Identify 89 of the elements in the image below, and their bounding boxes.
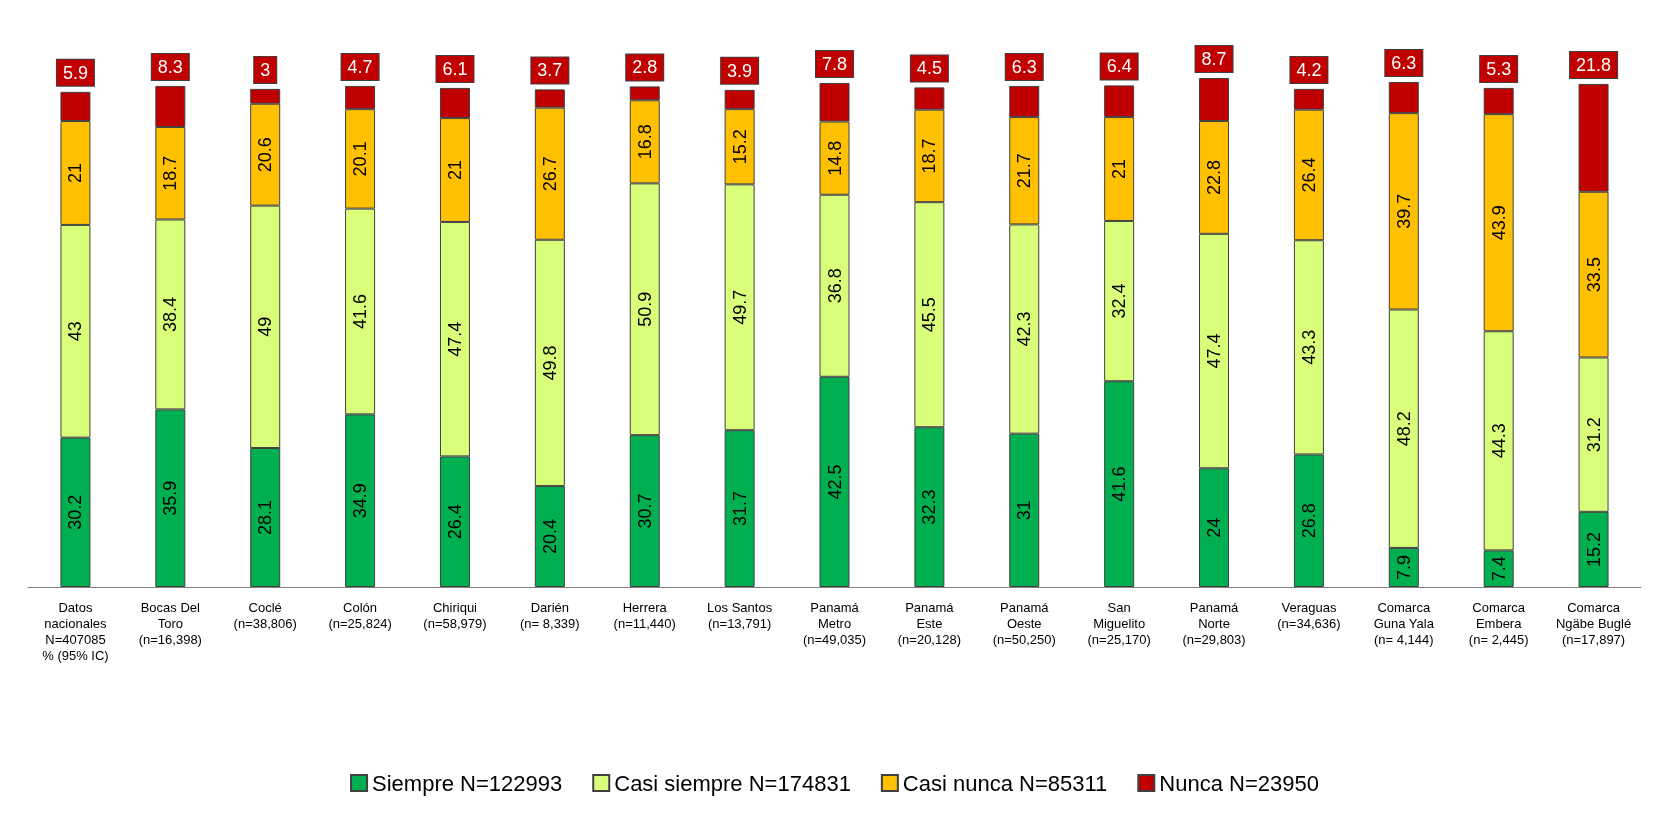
data-label: 30.2 bbox=[65, 494, 86, 530]
x-tick-label: Darién (n= 8,339) bbox=[520, 599, 580, 631]
data-label: 6.1 bbox=[442, 58, 468, 79]
data-label: 3 bbox=[260, 59, 271, 80]
x-tick-label: Colón (n=25,824) bbox=[328, 599, 392, 631]
x-tick-label: Los Santos (n=13,791) bbox=[707, 599, 773, 631]
data-label: 8.7 bbox=[1201, 49, 1227, 69]
data-label: 20.4 bbox=[539, 519, 560, 555]
data-label: 8.3 bbox=[157, 56, 183, 77]
legend-label: Siempre N=122993 bbox=[372, 770, 563, 796]
data-label: 4.5 bbox=[916, 58, 942, 79]
data-label: 26.8 bbox=[1298, 503, 1319, 539]
data-label: 5.3 bbox=[1486, 58, 1512, 79]
data-label: 47.4 bbox=[1204, 333, 1225, 369]
data-label: 26.4 bbox=[444, 504, 465, 540]
data-label: 3.7 bbox=[537, 60, 563, 81]
data-label: 6.3 bbox=[1011, 56, 1037, 77]
data-label: 31.2 bbox=[1583, 417, 1604, 453]
data-label: 43 bbox=[65, 321, 86, 342]
data-label: 49.8 bbox=[539, 345, 560, 381]
data-label: 43.3 bbox=[1298, 329, 1319, 365]
data-label: 7.9 bbox=[1393, 554, 1414, 580]
x-tick-label: Veraguas (n=34,636) bbox=[1277, 599, 1341, 631]
x-tick-label: Bocas Del Toro (n=16,398) bbox=[138, 599, 202, 647]
data-label: 21.7 bbox=[1014, 153, 1035, 189]
data-label: 14.8 bbox=[824, 140, 845, 176]
data-label: 24 bbox=[1204, 517, 1225, 538]
data-label: 28.1 bbox=[255, 499, 276, 536]
data-label: 4.2 bbox=[1296, 59, 1322, 80]
data-label: 7.4 bbox=[1488, 556, 1509, 582]
data-label: 21 bbox=[65, 162, 86, 183]
data-label: 21 bbox=[1109, 159, 1130, 180]
data-label: 47.4 bbox=[444, 321, 465, 357]
legend-label: Nunca N=23950 bbox=[1159, 770, 1319, 796]
data-label: 18.7 bbox=[160, 155, 181, 191]
data-label: 18.7 bbox=[919, 138, 940, 174]
data-label: 38.4 bbox=[160, 296, 181, 332]
data-label: 49 bbox=[255, 316, 276, 337]
data-label: 26.4 bbox=[1298, 157, 1319, 193]
data-label: 32.3 bbox=[919, 489, 940, 525]
data-label: 20.1 bbox=[350, 141, 371, 177]
data-label: 48.2 bbox=[1393, 411, 1414, 447]
data-label: 15.2 bbox=[1583, 531, 1604, 567]
data-label: 21.8 bbox=[1576, 54, 1612, 75]
x-tick-label: Chiriqui (n=58,979) bbox=[423, 599, 487, 631]
data-label: 4.7 bbox=[347, 56, 373, 77]
x-tick-label: Datos nacionales N=407085 % (95% IC) bbox=[42, 599, 109, 663]
x-tick-label: Panamá Oeste (n=50,250) bbox=[992, 599, 1056, 647]
legend-label: Casi nunca N=85311 bbox=[902, 770, 1108, 796]
x-tick-label: Panamá Metro (n=49,035) bbox=[802, 599, 867, 647]
data-label: 50.9 bbox=[634, 291, 655, 327]
data-label: 3.9 bbox=[727, 60, 753, 81]
data-label: 30.7 bbox=[634, 493, 655, 529]
data-label: 20.6 bbox=[255, 137, 276, 173]
data-label: 42.5 bbox=[824, 464, 845, 500]
data-label: 15.2 bbox=[729, 129, 750, 165]
data-label: 35.9 bbox=[160, 480, 181, 516]
x-tick-label: Herrera (n=11,440) bbox=[613, 599, 676, 631]
data-label: 5.9 bbox=[62, 62, 88, 83]
x-tick-label: Coclé (n=38,806) bbox=[233, 599, 297, 631]
data-label: 41.6 bbox=[1109, 466, 1130, 502]
x-tick-label: Comarca Embera (n= 2,445) bbox=[1468, 599, 1529, 647]
data-label: 45.5 bbox=[919, 297, 940, 333]
x-tick-label: Panamá Este (n=20,128) bbox=[897, 599, 962, 647]
x-tick-label: Panamá Norte (n=29,803) bbox=[1182, 599, 1246, 647]
data-label: 49.7 bbox=[729, 289, 750, 325]
data-label: 26.7 bbox=[539, 156, 560, 192]
data-label: 31.7 bbox=[729, 491, 750, 527]
data-label: 39.7 bbox=[1393, 193, 1414, 229]
data-label: 33.5 bbox=[1583, 257, 1604, 293]
x-tick-label: Comarca Guna Yala (n= 4,144) bbox=[1373, 599, 1435, 647]
data-label: 32.4 bbox=[1109, 283, 1130, 319]
data-label: 22.8 bbox=[1204, 159, 1225, 195]
x-tick-label: San Miguelito (n=25,170) bbox=[1087, 599, 1151, 647]
data-label: 41.6 bbox=[350, 293, 371, 329]
data-label: 31 bbox=[1014, 500, 1035, 521]
x-tick-label: Comarca Ngäbe Buglé (n=17,897) bbox=[1555, 599, 1632, 647]
data-label: 34.9 bbox=[350, 483, 371, 519]
data-label: 36.8 bbox=[824, 268, 845, 304]
data-label: 6.3 bbox=[1391, 52, 1417, 73]
data-label: 2.8 bbox=[632, 57, 658, 78]
data-label: 44.3 bbox=[1488, 423, 1509, 459]
data-label: 42.3 bbox=[1014, 311, 1035, 347]
data-label: 16.8 bbox=[634, 124, 655, 160]
data-label: 21 bbox=[444, 159, 465, 181]
legend-label: Casi siempre N=174831 bbox=[614, 770, 851, 796]
data-label: 6.4 bbox=[1106, 56, 1132, 77]
data-label: 7.8 bbox=[821, 53, 848, 74]
data-label: 43.9 bbox=[1488, 205, 1509, 241]
